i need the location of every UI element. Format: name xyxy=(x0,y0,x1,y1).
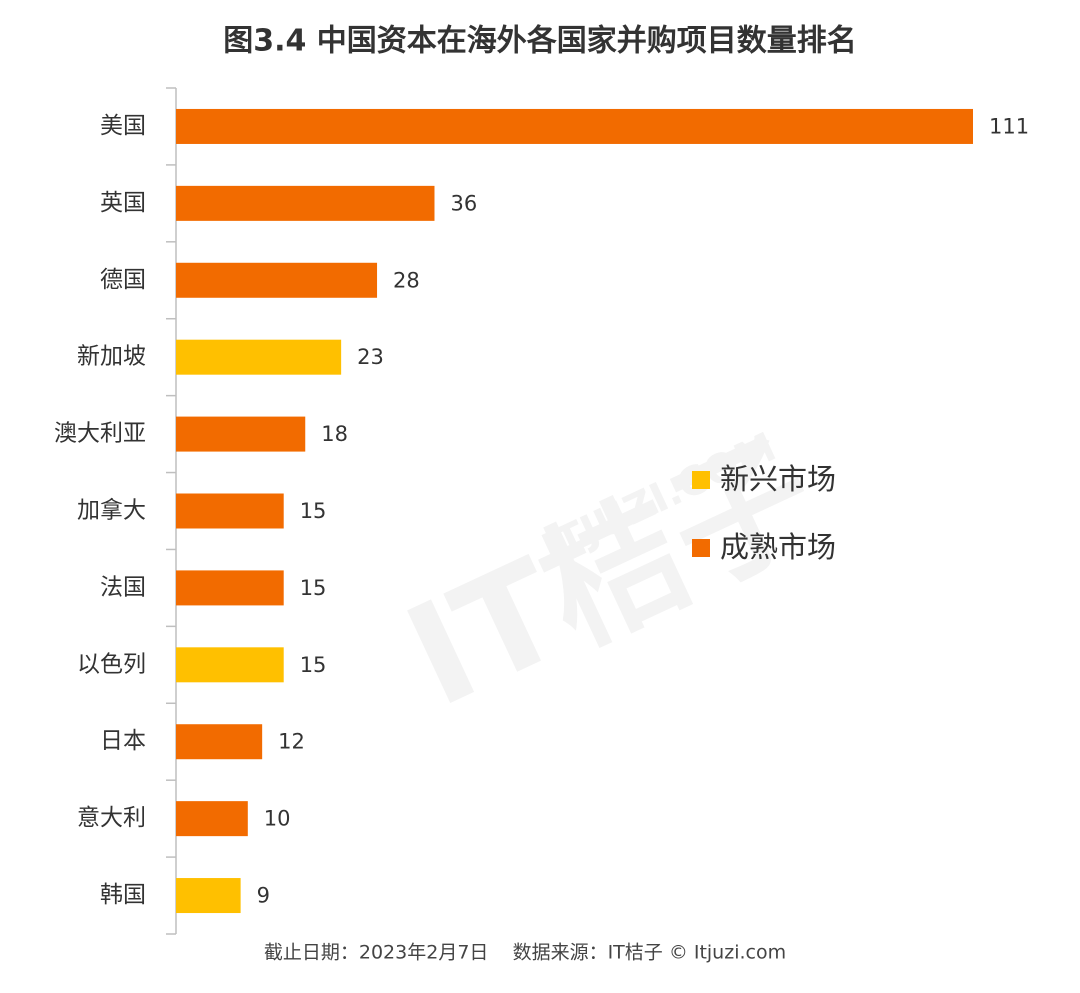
bar xyxy=(176,339,342,375)
value-label: 15 xyxy=(300,499,327,523)
legend-label: 成熟市场 xyxy=(720,530,836,564)
y-tick-label: 法国 xyxy=(100,574,146,600)
y-tick-label: 美国 xyxy=(100,113,146,139)
y-tick-label: 意大利 xyxy=(77,805,146,831)
footnote: 截止日期：2023年2月7日 数据来源：IT桔子 © Itjuzi.com xyxy=(264,942,786,964)
value-label: 111 xyxy=(989,114,1029,138)
value-label: 10 xyxy=(264,807,291,831)
bar xyxy=(176,416,306,452)
bar xyxy=(176,724,263,760)
value-label: 9 xyxy=(257,884,270,908)
chart-title: 图3.4 中国资本在海外各国家并购项目数量排名 xyxy=(223,24,857,59)
y-tick-label: 以色列 xyxy=(77,651,146,677)
y-tick-label: 韩国 xyxy=(100,882,146,908)
bar xyxy=(176,185,435,221)
bar xyxy=(176,801,248,837)
value-label: 15 xyxy=(300,576,327,600)
y-tick-label: 德国 xyxy=(100,267,146,293)
y-tick-label: 日本 xyxy=(100,728,146,754)
legend-label: 新兴市场 xyxy=(720,462,836,496)
bar xyxy=(176,262,378,298)
bar xyxy=(176,570,284,606)
value-label: 15 xyxy=(300,653,327,677)
bar xyxy=(176,647,284,683)
bar xyxy=(176,108,973,144)
value-label: 23 xyxy=(357,345,384,369)
y-tick-label: 英国 xyxy=(100,190,146,216)
legend-swatch xyxy=(692,471,710,489)
legend-swatch xyxy=(692,539,710,557)
bar xyxy=(176,493,284,529)
bar xyxy=(176,878,241,914)
y-tick-label: 加拿大 xyxy=(77,497,146,524)
value-label: 28 xyxy=(393,268,420,292)
y-tick-label: 新加坡 xyxy=(77,344,146,370)
y-tick-label: 澳大利亚 xyxy=(54,421,146,447)
value-label: 36 xyxy=(450,191,477,215)
value-label: 12 xyxy=(278,730,305,754)
value-label: 18 xyxy=(321,422,348,446)
